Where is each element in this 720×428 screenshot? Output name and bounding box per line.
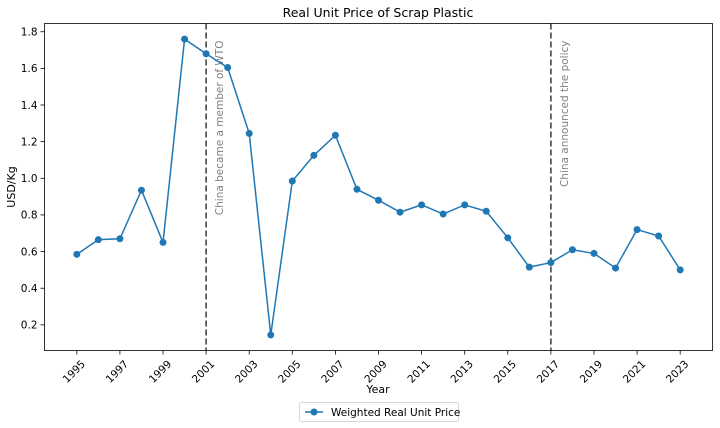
vlines-layer: China became a member of WTO China announ… [205,23,571,351]
series-layer [73,35,684,339]
x-tick-label: 2015 [492,358,519,385]
legend: Weighted Real Unit Price [299,402,460,422]
x-tick-label: 2013 [449,358,476,385]
data-point [94,236,102,244]
x-tick-label: 1997 [104,358,131,385]
data-point [482,207,490,215]
x-tick-label: 2003 [233,358,260,385]
data-point [181,35,189,43]
data-point [267,331,275,339]
legend-box [299,402,459,422]
y-tick-label: 1.8 [21,27,38,39]
data-point [116,235,124,243]
x-tick-label: 2023 [664,358,691,385]
x-axis: 1995 1997 1999 2001 2003 2005 2007 2009 2011 2013… [61,350,691,386]
chart-title: Real Unit Price of Scrap Plastic [283,5,474,20]
data-point [676,266,684,274]
data-point [245,129,253,137]
data-point [655,232,663,240]
y-tick-label: 0.2 [21,320,38,332]
y-axis-label: USD/Kg [5,166,18,207]
series-line-0 [76,37,681,336]
x-tick-label: 2009 [362,358,389,385]
vline-label-1: China announced the policy [559,41,571,188]
data-point [331,131,339,139]
x-tick-label: 2017 [535,358,562,385]
y-tick-label: 0.8 [21,210,38,222]
data-point [224,63,232,71]
x-tick-label: 1999 [147,358,174,385]
x-tick-label: 2019 [578,358,605,385]
x-tick-label: 2007 [319,358,346,385]
x-tick-label: 2001 [190,358,217,385]
data-point [461,201,469,209]
x-axis-label: Year [365,383,390,396]
data-point [137,186,145,194]
y-tick-label: 1.4 [21,100,38,112]
data-point [612,264,620,272]
data-point [547,259,555,267]
plot-frame [44,23,713,351]
data-point [288,177,296,185]
data-point [353,185,361,193]
data-point [310,151,318,159]
data-point [590,249,598,257]
legend-label: Weighted Real Unit Price [331,407,460,419]
vline-label-0: China became a member of WTO [214,41,226,216]
y-tick-label: 1.0 [21,173,38,185]
y-tick-label: 1.2 [21,136,38,148]
y-axis: 0.2 0.4 0.6 0.8 1.0 1.2 1.4 1.6 1.8 [21,27,45,332]
data-point [439,210,447,218]
y-tick-label: 0.6 [21,246,38,258]
data-point [525,263,533,271]
data-point [568,246,576,254]
data-point [396,208,404,216]
y-tick-label: 0.4 [21,283,38,295]
x-tick-label: 2005 [276,358,303,385]
x-tick-label: 2021 [621,358,648,385]
x-tick-label: 2011 [405,358,432,385]
data-point [504,234,512,242]
data-point [159,238,167,246]
data-point [202,50,210,58]
y-tick-label: 1.6 [21,63,38,75]
legend-marker-swatch [310,408,318,416]
data-point [633,226,641,234]
data-point [73,250,81,258]
data-point [375,196,382,204]
x-tick-label: 1995 [61,358,88,385]
data-point [418,201,426,209]
